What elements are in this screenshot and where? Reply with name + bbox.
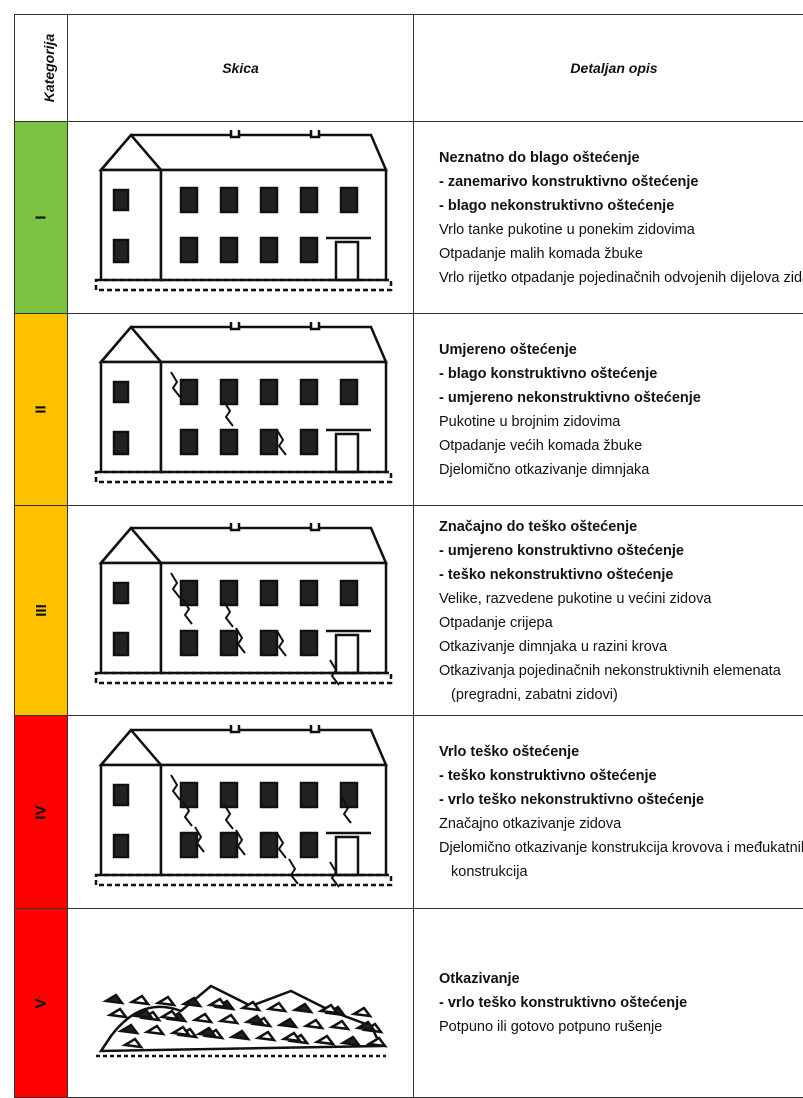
description-detail: Otpadanje crijepa [439,614,553,631]
description-heading: Umjereno oštećenje [439,341,577,358]
category-label: IV [32,804,50,820]
description-subheading: - blago nekonstruktivno oštećenje [439,197,675,214]
description-cell: Neznatno do blago oštećenje - zanemarivo … [413,121,803,314]
description-subheading: - teško nekonstruktivno oštećenje [439,566,674,583]
description-cell: Značajno do teško oštećenje - umjereno ko… [413,505,803,716]
header-category: Kategorija [41,33,58,103]
sketch-cell [67,908,414,1098]
description-detail: Pukotine u brojnim zidovima [439,413,621,430]
description-detail: Otpadanje većih komada žbuke [439,437,643,454]
category-label: I [32,215,50,220]
description-detail: Značajno otkazivanje zidova [439,816,622,832]
header-row: Kategorija Skica Detaljan opis [14,14,803,122]
house-sketch [94,123,392,292]
category-cell: III [14,505,68,716]
sketch-cell [67,121,414,314]
header-cell: Kategorija [14,14,68,122]
description-subheading: - umjereno nekonstruktivno oštećenje [439,389,701,406]
sketch-cell [67,505,414,716]
description-detail: Vrlo rijetko otpadanje pojedinačnih odvo… [439,269,803,286]
category-label: III [32,604,50,617]
header-cell: Detaljan opis [413,14,803,122]
description-detail: Djelomično otkazivanje dimnjaka [439,461,650,478]
description-detail: Otkazivanje dimnjaka u razini krova [439,638,668,655]
description-cell: Otkazivanje - vrlo teško konstruktivno oš… [413,908,803,1098]
house-sketch [94,718,392,888]
description-heading: Otkazivanje [439,971,520,987]
category-cell: V [14,908,68,1098]
description-detail: Djelomično otkazivanje konstrukcija krov… [439,840,803,880]
description-subheading: - umjereno konstruktivno oštećenje [439,542,684,559]
category-cell: IV [14,715,68,909]
description-heading: Vrlo teško oštećenje [439,744,580,760]
description-subheading: - blago konstruktivno oštećenje [439,365,658,382]
description-subheading: - vrlo teško konstruktivno oštećenje [439,995,688,1011]
description-detail: Potpuno ili gotovo potpuno rušenje [439,1019,663,1035]
house-sketch [94,315,392,484]
category-cell: I [14,121,68,314]
description-heading: Neznatno do blago oštećenje [439,149,640,166]
category-label: V [32,997,50,1009]
header-cell: Skica [67,14,414,122]
category-row: IV Vrlo teško oštećenje - teško konstrukti… [14,715,803,909]
sketch-cell [67,715,414,909]
description-cell: Umjereno oštećenje - blago konstruktivno … [413,313,803,506]
category-row: I Neznatno do blago oštećenje - zanemarivo… [14,121,803,314]
house-sketch [95,984,388,1057]
damage-table: Kategorija Skica Detaljan opis I Neznatno… [14,14,803,1098]
description-subheading: - vrlo teško nekonstruktivno oštećenje [439,792,705,808]
sketch-cell [67,313,414,506]
description-cell: Vrlo teško oštećenje - teško konstruktivn… [413,715,803,909]
description-heading: Značajno do teško oštećenje [439,518,638,535]
category-row: V Otkazivanje - vrlo teško konstruktivno o… [14,908,803,1098]
description-detail: Otkazivanja pojedinačnih nekonstruktivni… [439,662,781,703]
description-detail: Otpadanje malih komada žbuke [439,245,643,262]
description-detail: Velike, razvedene pukotine u većini zido… [439,590,712,607]
category-label: II [32,405,50,414]
category-cell: II [14,313,68,506]
category-row: II Umjereno oštećenje - blago konstruktivn… [14,313,803,506]
description-subheading: - teško konstruktivno oštećenje [439,768,657,784]
category-row: III Značajno do teško oštećenje - umjereno… [14,505,803,716]
table-body: Kategorija Skica Detaljan opis I Neznatno… [14,14,803,1098]
description-subheading: - zanemarivo konstruktivno oštećenje [439,173,699,190]
description-detail: Vrlo tanke pukotine u ponekim zidovima [439,221,695,238]
header-description: Detaljan opis [570,60,658,76]
header-sketch: Skica [222,60,259,76]
house-sketch [94,516,392,686]
